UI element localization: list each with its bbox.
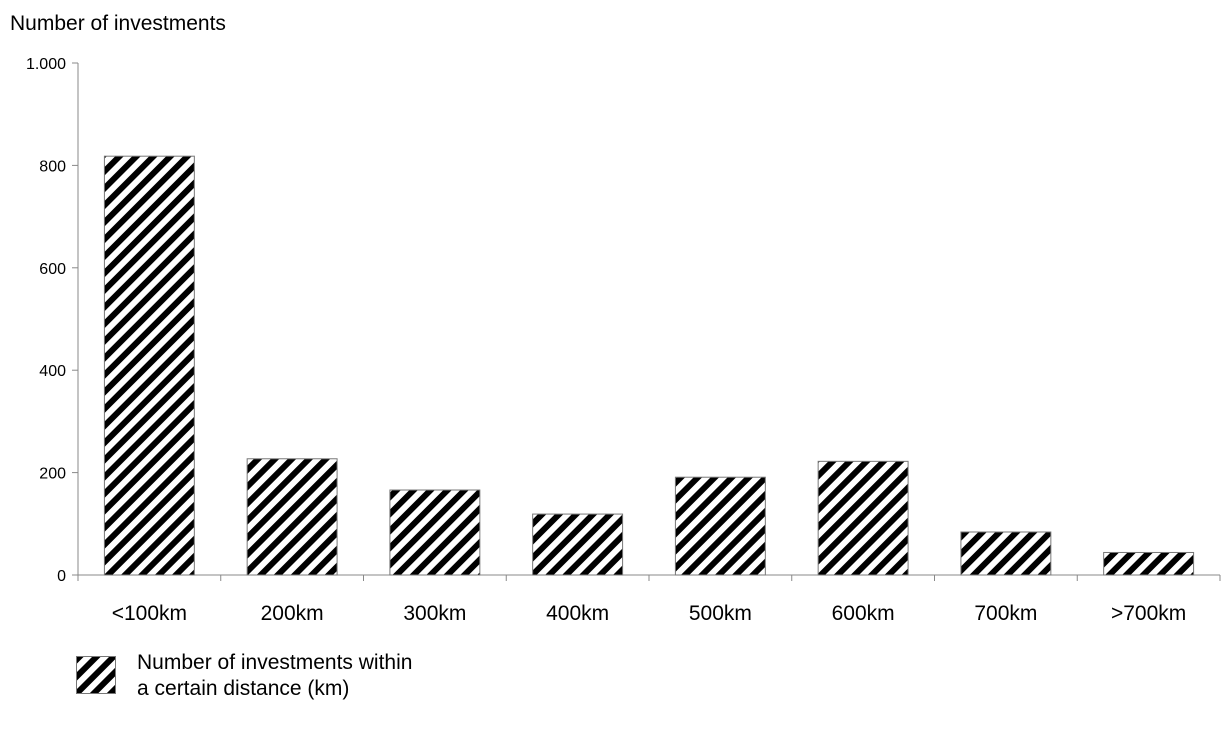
bar-3 bbox=[389, 489, 481, 576]
x-tick-label: 300km bbox=[403, 602, 466, 625]
y-tick-label: 1.000 bbox=[26, 56, 66, 73]
y-tick-label: 200 bbox=[39, 466, 66, 483]
bar-2 bbox=[246, 458, 338, 576]
x-tick-label: 500km bbox=[689, 602, 752, 625]
legend-label: Number of investments within a certain d… bbox=[137, 650, 557, 702]
bar-7 bbox=[960, 531, 1052, 576]
x-tick-label: 600km bbox=[832, 602, 895, 625]
x-tick-label: 700km bbox=[974, 602, 1037, 625]
bar-5 bbox=[674, 476, 766, 576]
x-tick-label: 200km bbox=[261, 602, 324, 625]
legend-swatch bbox=[76, 656, 116, 694]
bar-1 bbox=[103, 155, 195, 576]
legend-label-line2: a certain distance (km) bbox=[137, 677, 350, 700]
bar-8 bbox=[1103, 551, 1195, 576]
y-tick-label: 600 bbox=[39, 261, 66, 278]
legend-label-line1: Number of investments within bbox=[137, 651, 413, 674]
y-tick-label: 400 bbox=[39, 363, 66, 380]
y-tick-label: 800 bbox=[39, 158, 66, 175]
y-tick-label: 0 bbox=[57, 568, 66, 585]
x-tick-label: 400km bbox=[546, 602, 609, 625]
bar-6 bbox=[817, 460, 909, 576]
x-tick-label: <100km bbox=[112, 602, 187, 625]
y-axis-title: Number of investments bbox=[10, 12, 226, 35]
x-tick-label: >700km bbox=[1111, 602, 1186, 625]
bar-4 bbox=[532, 513, 624, 576]
